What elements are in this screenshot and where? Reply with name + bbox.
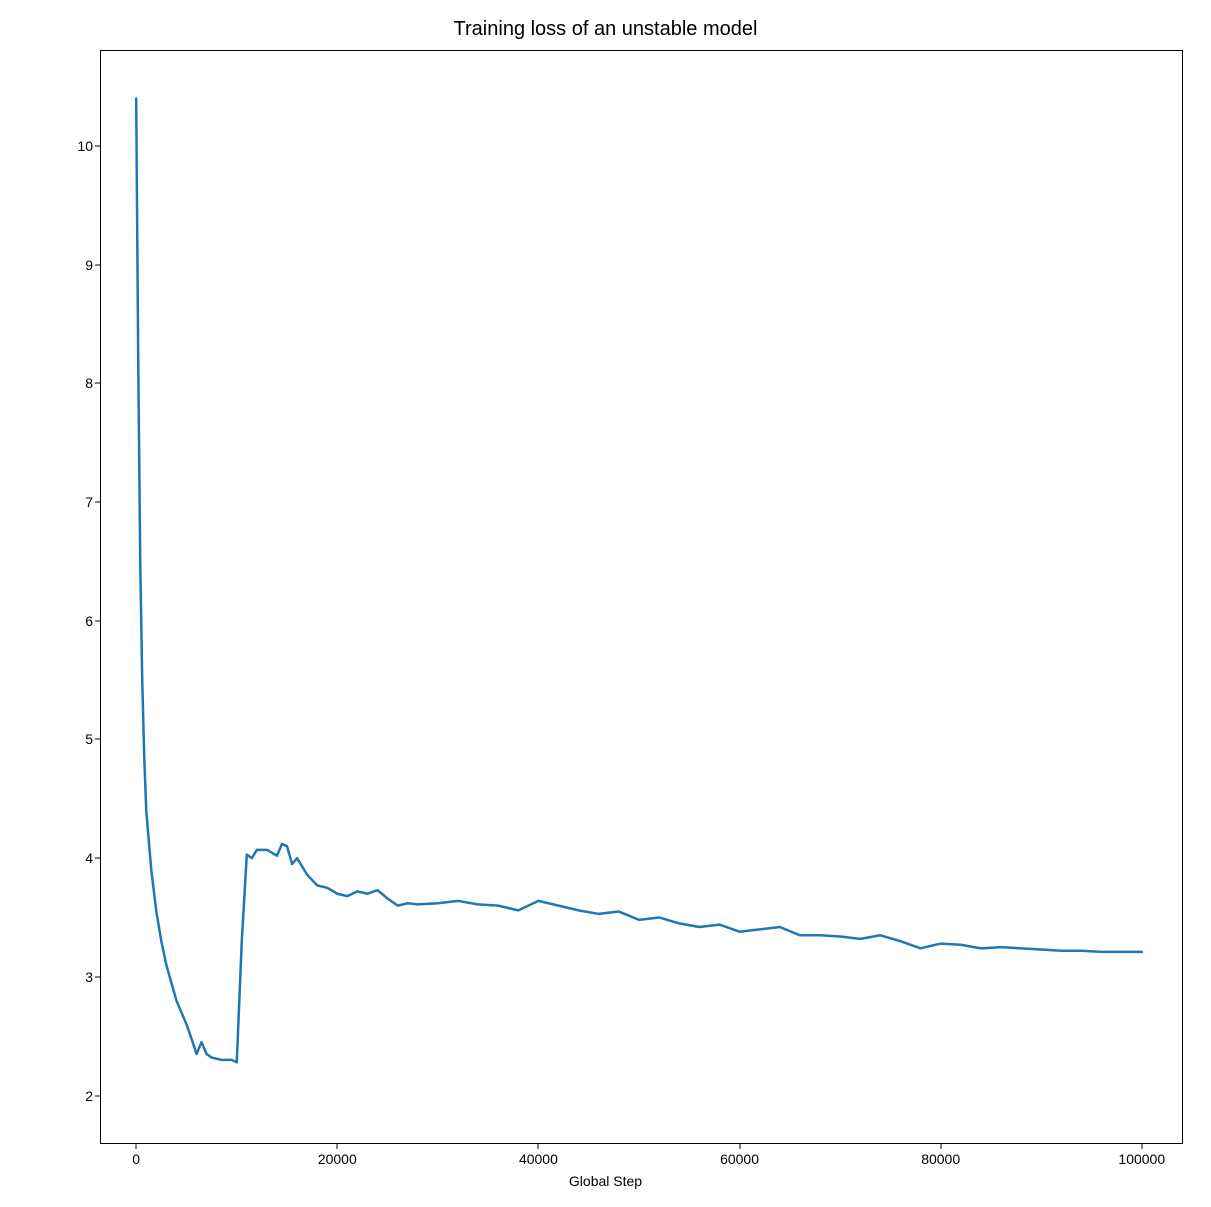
x-tick-label: 60000 [720,1151,759,1167]
loss-line-chart [101,51,1182,1143]
y-tick-mark [95,383,101,384]
y-tick-label: 3 [85,969,93,985]
y-tick-label: 4 [85,850,93,866]
x-tick-mark [739,1143,740,1149]
x-tick-label: 80000 [921,1151,960,1167]
y-tick-mark [95,976,101,977]
loss-line [136,98,1142,1062]
y-tick-mark [95,1095,101,1096]
y-tick-mark [95,145,101,146]
chart-title: Training loss of an unstable model [0,18,1211,41]
x-tick-label: 100000 [1118,1151,1165,1167]
x-tick-mark [136,1143,137,1149]
y-tick-label: 9 [85,257,93,273]
x-tick-label: 0 [132,1151,140,1167]
y-tick-mark [95,739,101,740]
y-tick-label: 8 [85,375,93,391]
x-tick-mark [940,1143,941,1149]
y-tick-mark [95,264,101,265]
x-tick-label: 40000 [519,1151,558,1167]
y-tick-label: 10 [77,138,93,154]
x-tick-mark [1141,1143,1142,1149]
y-tick-mark [95,502,101,503]
x-axis-label: Global Step [0,1173,1211,1189]
y-tick-mark [95,858,101,859]
x-tick-mark [538,1143,539,1149]
y-tick-label: 2 [85,1088,93,1104]
x-tick-label: 20000 [318,1151,357,1167]
plot-area: 2345678910020000400006000080000100000 [100,50,1183,1144]
y-tick-mark [95,620,101,621]
y-tick-label: 7 [85,494,93,510]
chart-container: Training loss of an unstable model Cross… [0,0,1211,1207]
y-tick-label: 6 [85,613,93,629]
y-tick-label: 5 [85,731,93,747]
x-tick-mark [337,1143,338,1149]
